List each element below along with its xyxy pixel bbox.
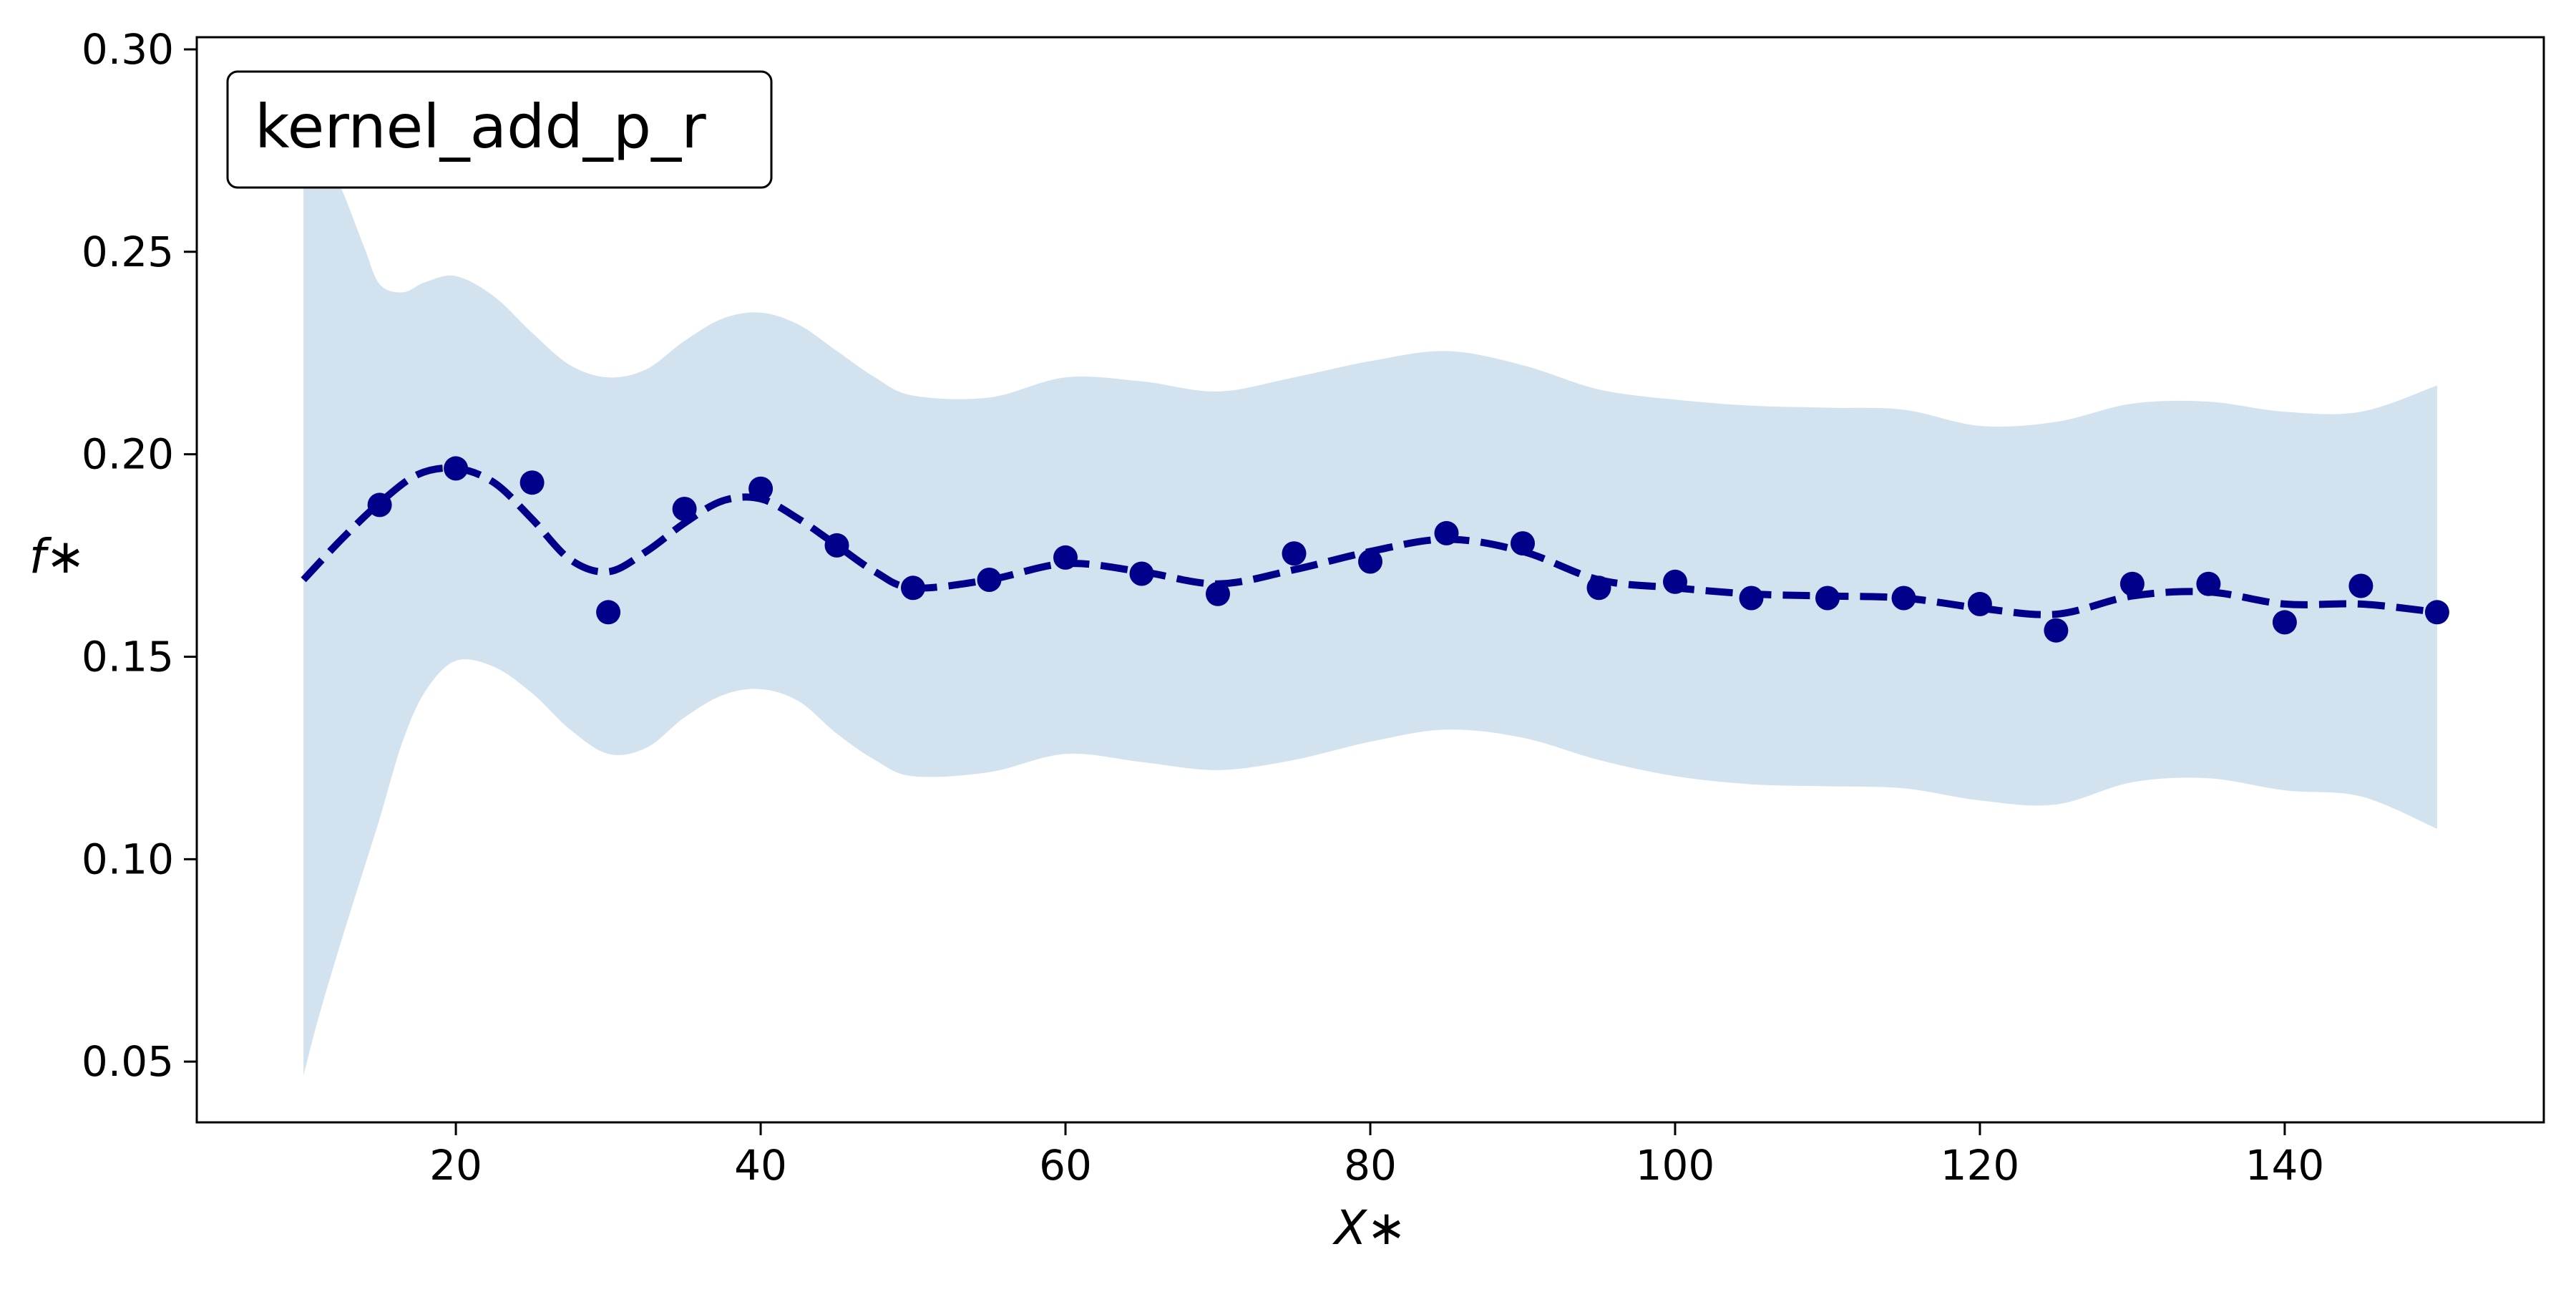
data-point xyxy=(1206,581,1230,606)
x-tick-label: 100 xyxy=(1636,1141,1715,1190)
x-tick-label: 140 xyxy=(2245,1141,2325,1190)
data-point xyxy=(1815,586,1840,611)
y-axis-ticks: 0.05 0.10 0.15 0.20 0.25 0.30 xyxy=(82,25,197,1086)
x-tick-label: 40 xyxy=(734,1141,787,1190)
data-point xyxy=(1434,520,1459,545)
data-point xyxy=(596,600,621,625)
x-axis-title: X∗ xyxy=(1332,1200,1407,1255)
data-point xyxy=(2119,571,2145,596)
mean-prediction-line xyxy=(301,464,2438,618)
data-point xyxy=(1663,569,1687,594)
data-point xyxy=(2272,610,2297,635)
data-point xyxy=(2044,618,2069,643)
data-point xyxy=(1511,531,1535,556)
data-point xyxy=(519,470,545,495)
data-point xyxy=(1358,549,1382,574)
data-point xyxy=(2348,573,2373,598)
legend: kernel_add_p_r xyxy=(226,70,773,189)
observation-points-layer xyxy=(367,456,2449,643)
data-point xyxy=(1891,586,1916,611)
mean-line-layer xyxy=(301,464,2438,618)
data-point xyxy=(2424,600,2449,625)
legend-box xyxy=(226,70,773,189)
y-tick-label: 0.30 xyxy=(82,25,174,74)
data-point xyxy=(901,575,925,601)
data-point xyxy=(977,568,1002,592)
x-tick-label: 120 xyxy=(1941,1141,2020,1190)
confidence-band xyxy=(303,136,2437,1076)
data-point xyxy=(1739,586,1764,611)
data-point xyxy=(1586,575,1611,601)
confidence-band-layer xyxy=(303,136,2437,1076)
x-tick-label: 80 xyxy=(1344,1141,1397,1190)
data-point xyxy=(1129,561,1154,586)
y-tick-label: 0.10 xyxy=(82,835,174,883)
x-axis-ticks: 20 40 60 80 100 120 140 xyxy=(429,1122,2324,1190)
y-axis-title: f∗ xyxy=(29,529,86,584)
data-point xyxy=(748,476,774,501)
data-point xyxy=(444,456,469,481)
data-point xyxy=(2196,571,2221,596)
y-tick-label: 0.05 xyxy=(82,1037,174,1086)
data-point xyxy=(824,533,849,558)
y-tick-label: 0.20 xyxy=(82,430,174,479)
data-point xyxy=(367,492,392,518)
y-tick-label: 0.15 xyxy=(82,632,174,681)
data-point xyxy=(672,497,697,521)
legend-label: kernel_add_p_r xyxy=(255,92,706,162)
data-point xyxy=(1053,545,1078,570)
y-tick-label: 0.25 xyxy=(82,228,174,276)
x-tick-label: 60 xyxy=(1039,1141,1092,1190)
data-point xyxy=(1282,541,1307,566)
x-tick-label: 20 xyxy=(429,1141,482,1190)
data-point xyxy=(1967,591,1992,616)
